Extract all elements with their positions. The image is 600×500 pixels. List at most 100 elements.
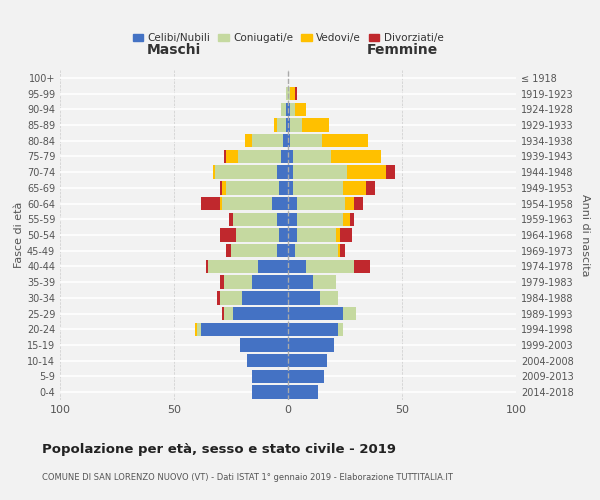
- Y-axis label: Anni di nascita: Anni di nascita: [580, 194, 590, 276]
- Bar: [279, 181, 288, 194]
- Bar: [297, 228, 336, 241]
- Bar: [288, 150, 293, 163]
- Bar: [365, 181, 374, 194]
- Bar: [233, 307, 288, 320]
- Bar: [213, 166, 215, 179]
- Bar: [245, 134, 251, 147]
- Bar: [288, 228, 297, 241]
- Bar: [338, 244, 340, 258]
- Bar: [220, 228, 236, 241]
- Bar: [286, 87, 288, 100]
- Bar: [343, 181, 365, 194]
- Bar: [295, 244, 338, 258]
- Bar: [302, 118, 329, 132]
- Bar: [343, 307, 356, 320]
- Bar: [386, 166, 395, 179]
- Bar: [288, 322, 338, 336]
- Bar: [224, 276, 251, 289]
- Bar: [293, 181, 343, 194]
- Bar: [288, 102, 290, 116]
- Bar: [295, 102, 306, 116]
- Bar: [197, 322, 202, 336]
- Bar: [288, 338, 334, 351]
- Y-axis label: Fasce di età: Fasce di età: [14, 202, 24, 268]
- Bar: [340, 228, 352, 241]
- Bar: [220, 276, 224, 289]
- Bar: [220, 181, 222, 194]
- Bar: [251, 370, 288, 383]
- Bar: [345, 197, 354, 210]
- Bar: [222, 181, 226, 194]
- Bar: [272, 197, 288, 210]
- Bar: [288, 166, 293, 179]
- Bar: [295, 87, 297, 100]
- Legend: Celibi/Nubili, Coniugati/e, Vedovi/e, Divorziati/e: Celibi/Nubili, Coniugati/e, Vedovi/e, Di…: [128, 29, 448, 48]
- Text: Popolazione per età, sesso e stato civile - 2019: Popolazione per età, sesso e stato civil…: [42, 442, 396, 456]
- Bar: [297, 197, 345, 210]
- Bar: [277, 212, 288, 226]
- Bar: [226, 181, 279, 194]
- Bar: [259, 260, 288, 273]
- Bar: [343, 212, 350, 226]
- Bar: [220, 197, 222, 210]
- Bar: [288, 260, 306, 273]
- Bar: [238, 150, 281, 163]
- Bar: [331, 150, 382, 163]
- Bar: [277, 166, 288, 179]
- Bar: [288, 212, 297, 226]
- Bar: [194, 322, 197, 336]
- Bar: [215, 166, 277, 179]
- Bar: [288, 87, 290, 100]
- Bar: [236, 228, 279, 241]
- Bar: [224, 150, 226, 163]
- Bar: [322, 134, 368, 147]
- Bar: [240, 338, 288, 351]
- Bar: [288, 307, 343, 320]
- Bar: [290, 134, 322, 147]
- Bar: [288, 197, 297, 210]
- Bar: [290, 118, 302, 132]
- Bar: [251, 386, 288, 399]
- Bar: [206, 260, 208, 273]
- Bar: [313, 276, 336, 289]
- Bar: [283, 134, 288, 147]
- Bar: [226, 150, 238, 163]
- Bar: [288, 370, 325, 383]
- Bar: [297, 212, 343, 226]
- Bar: [288, 354, 327, 368]
- Bar: [288, 386, 317, 399]
- Bar: [217, 291, 220, 304]
- Bar: [251, 276, 288, 289]
- Bar: [202, 197, 220, 210]
- Bar: [202, 322, 288, 336]
- Bar: [288, 244, 295, 258]
- Bar: [290, 87, 295, 100]
- Bar: [231, 244, 277, 258]
- Bar: [350, 212, 354, 226]
- Bar: [288, 276, 313, 289]
- Bar: [277, 118, 286, 132]
- Bar: [293, 166, 347, 179]
- Bar: [242, 291, 288, 304]
- Bar: [279, 228, 288, 241]
- Bar: [222, 307, 224, 320]
- Bar: [251, 134, 283, 147]
- Bar: [208, 260, 259, 273]
- Bar: [281, 102, 286, 116]
- Bar: [226, 244, 231, 258]
- Bar: [340, 244, 345, 258]
- Bar: [286, 102, 288, 116]
- Bar: [277, 244, 288, 258]
- Text: Femmine: Femmine: [367, 44, 437, 58]
- Bar: [288, 181, 293, 194]
- Bar: [354, 197, 363, 210]
- Bar: [290, 102, 295, 116]
- Bar: [274, 118, 277, 132]
- Bar: [286, 118, 288, 132]
- Bar: [336, 228, 340, 241]
- Bar: [224, 307, 233, 320]
- Bar: [247, 354, 288, 368]
- Bar: [320, 291, 338, 304]
- Bar: [222, 197, 272, 210]
- Text: Maschi: Maschi: [147, 44, 201, 58]
